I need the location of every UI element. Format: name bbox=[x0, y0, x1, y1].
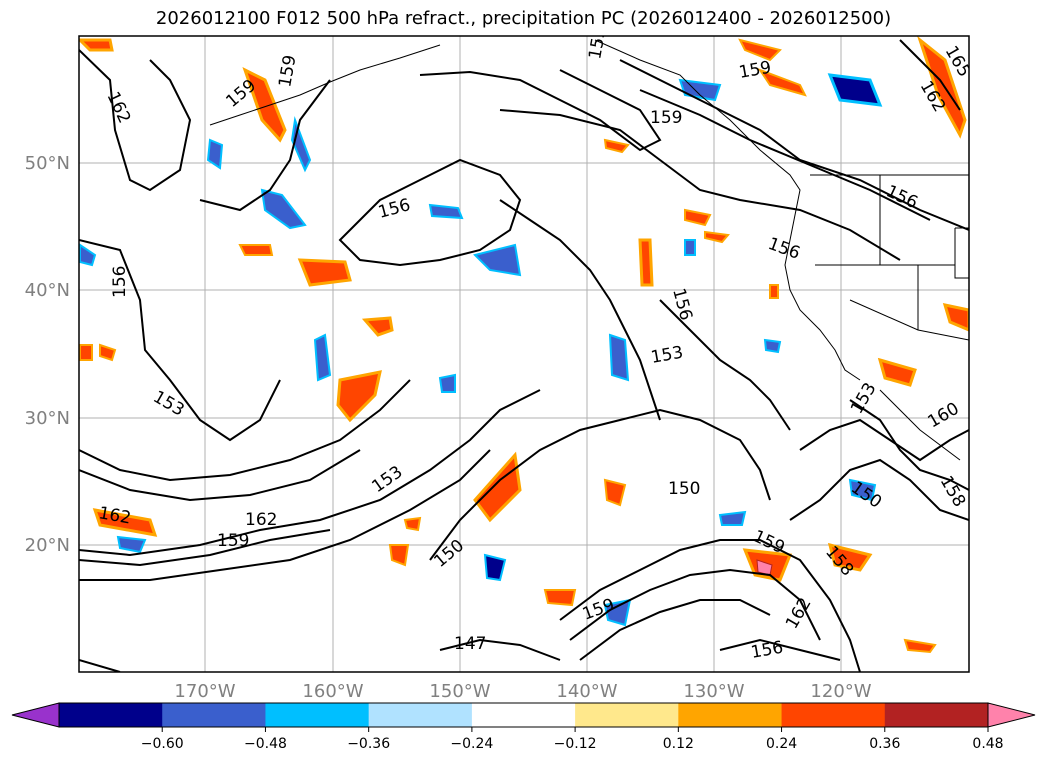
colorbar-tick-label: 0.12 bbox=[663, 736, 694, 752]
contour-label: 159 bbox=[217, 531, 249, 551]
colorbar-segment bbox=[59, 703, 163, 727]
colorbar-tick-label: 0.36 bbox=[869, 736, 900, 752]
contour-label: 162 bbox=[245, 510, 277, 530]
lon-label: 120°W bbox=[810, 681, 871, 702]
colorbar-segment bbox=[781, 703, 886, 727]
colorbar-segment bbox=[884, 703, 989, 727]
colorbar-segment bbox=[368, 703, 473, 727]
lon-label: 170°W bbox=[174, 681, 235, 702]
colorbar-segment bbox=[471, 703, 576, 727]
colorbar-tick-label: −0.12 bbox=[554, 736, 597, 752]
map-frame bbox=[78, 35, 970, 673]
colorbar-segment bbox=[678, 703, 783, 727]
colorbar-segment bbox=[265, 703, 370, 727]
map-area bbox=[79, 36, 969, 672]
lon-label: 160°W bbox=[302, 681, 363, 702]
lon-label: 150°W bbox=[429, 681, 490, 702]
contour-label: 150 bbox=[668, 479, 700, 499]
map-title: 2026012100 F012 500 hPa refract., precip… bbox=[155, 8, 892, 29]
colorbar-extend-min bbox=[11, 702, 60, 728]
lat-label: 20°N bbox=[25, 535, 70, 556]
longitude-labels: 170°W 160°W 150°W 140°W 130°W 120°W bbox=[174, 681, 871, 702]
colorbar-tick-label: −0.24 bbox=[450, 736, 493, 752]
colorbar-segment bbox=[162, 703, 266, 727]
precip-negative-areas bbox=[79, 73, 883, 627]
colorbar-tick-label: −0.36 bbox=[347, 736, 390, 752]
colorbar-tick-label: −0.60 bbox=[141, 736, 184, 752]
colorbar-segment bbox=[575, 703, 679, 727]
contour-label: 147 bbox=[454, 634, 486, 654]
contour-label: 156 bbox=[110, 266, 130, 298]
lon-label: 140°W bbox=[556, 681, 617, 702]
colorbar: −0.60 −0.48 −0.36 −0.24 −0.12 0.12 0.24 0.36 0.4… bbox=[11, 702, 1036, 752]
colorbar-tick-label: −0.48 bbox=[244, 736, 287, 752]
colorbar-tick-label: 0.24 bbox=[766, 736, 797, 752]
height-contours bbox=[79, 39, 969, 672]
lat-label: 30°N bbox=[25, 408, 70, 429]
lat-label: 50°N bbox=[25, 153, 70, 174]
lon-label: 130°W bbox=[683, 681, 744, 702]
precip-positive-areas bbox=[79, 36, 969, 654]
lat-label: 40°N bbox=[25, 280, 70, 301]
latitude-labels: 50°N 40°N 30°N 20°N bbox=[25, 153, 70, 556]
colorbar-tick-label: 0.48 bbox=[972, 736, 1003, 752]
colorbar-extend-max bbox=[987, 702, 1036, 728]
contour-label: 159 bbox=[650, 108, 682, 128]
